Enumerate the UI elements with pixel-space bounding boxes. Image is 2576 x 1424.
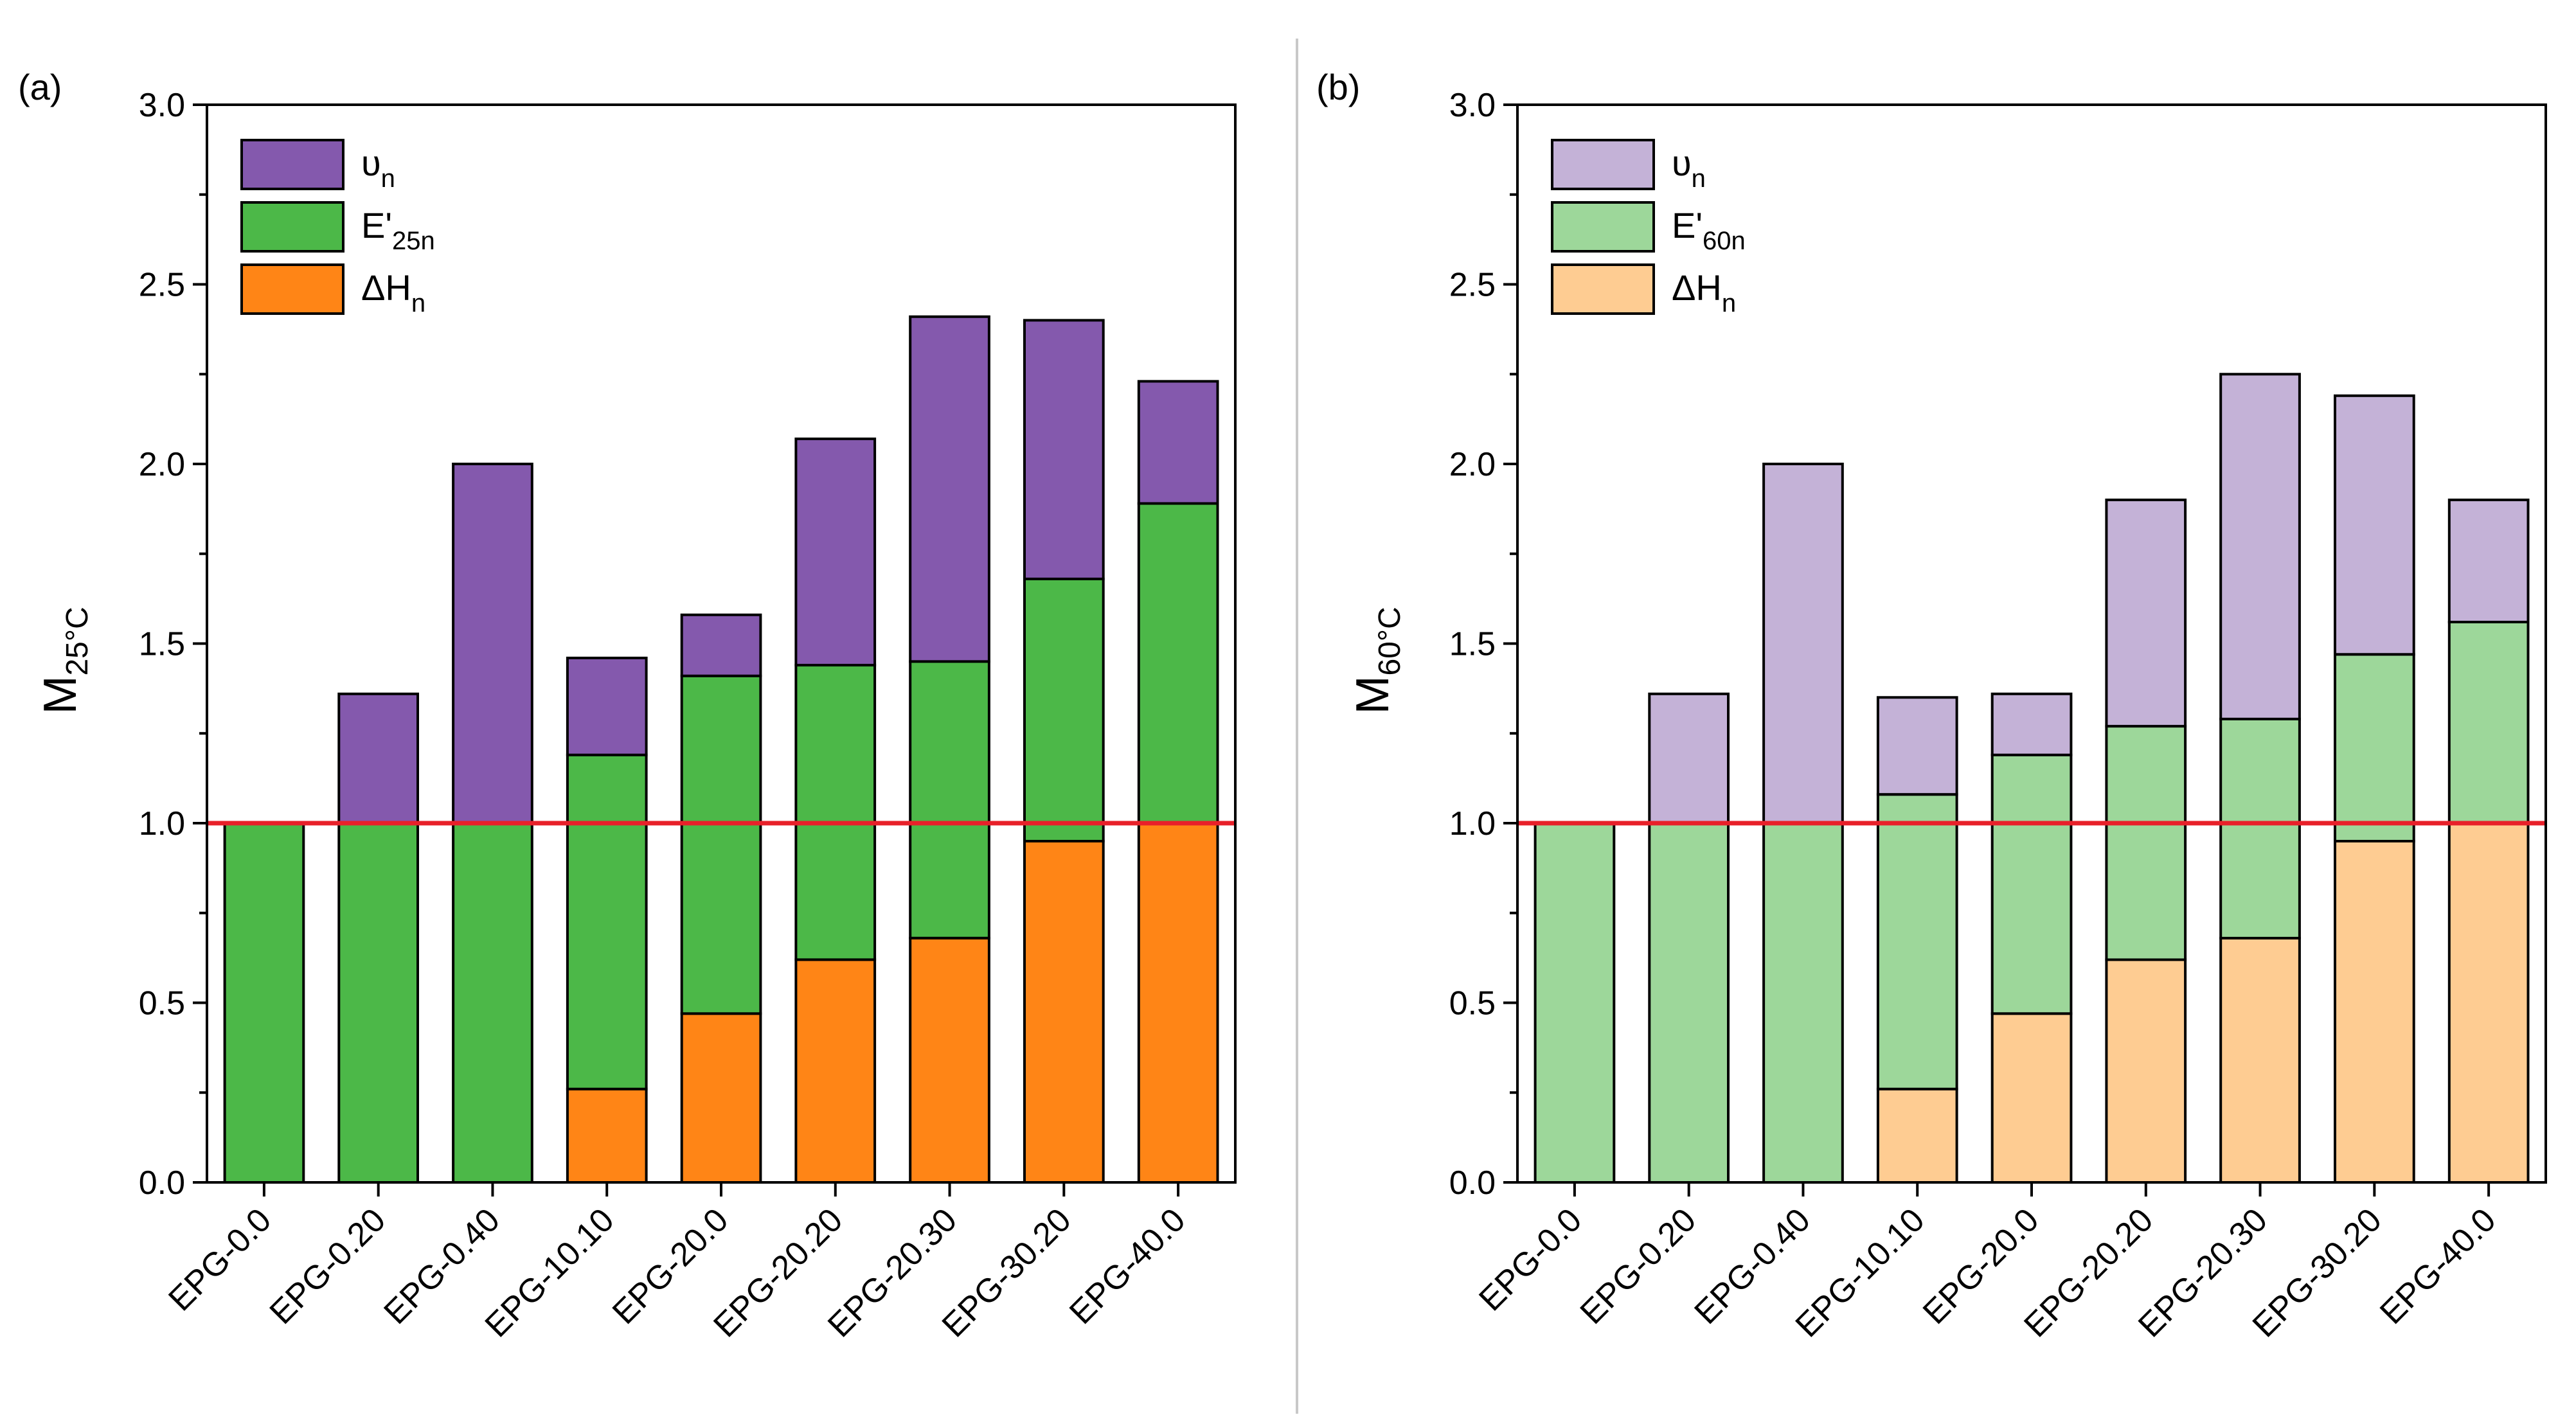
- bar-segment-EPG-20.20-s1: [794, 664, 877, 961]
- bar-segment-EPG-10.10-s0: [1876, 1087, 1958, 1184]
- legend-label: E'25n: [361, 205, 435, 255]
- y-tick-label: 0.0: [139, 1164, 185, 1202]
- y-axis-label: M25°C: [35, 607, 94, 714]
- legend-label-sub: n: [1692, 165, 1706, 193]
- y-tick-label: 2.0: [139, 446, 185, 483]
- bar-segment-EPG-40.0-s2: [2447, 498, 2530, 624]
- bar-segment-EPG-30.20-s2: [2334, 394, 2415, 656]
- y-axis-label-sub: 25°C: [60, 607, 94, 675]
- legend-swatch: [240, 201, 344, 253]
- bar-segment-EPG-20.0-s1: [1990, 753, 2073, 1015]
- legend-label-sub: 25n: [392, 227, 435, 255]
- legend-label: E'60n: [1672, 205, 1746, 255]
- y-tick-label: 2.5: [1449, 267, 1496, 304]
- legend-label: υn: [361, 143, 395, 193]
- y-tick-label: 1.5: [1449, 626, 1496, 663]
- y-axis: 0.0 0.5 1.0 1.5 2.0 2.5 3.0: [139, 87, 207, 1202]
- legend-swatch: [240, 263, 344, 315]
- y-tick-label: 1.0: [139, 805, 185, 842]
- panel-label: (b): [1316, 67, 1360, 107]
- legend-label-main: ΔH: [1672, 267, 1722, 308]
- bar-segment-EPG-0.40-s2: [1762, 463, 1844, 824]
- legend-label-sub: n: [411, 289, 425, 317]
- bar-segment-EPG-0.20-s2: [337, 692, 419, 825]
- legend-swatch: [1551, 139, 1655, 190]
- bar-segment-EPG-20.0-s2: [680, 613, 762, 677]
- panel-label: (a): [18, 67, 62, 107]
- y-tick-label: 1.5: [139, 626, 185, 663]
- y-axis-label-main: M: [35, 676, 86, 715]
- legend-label-sub: n: [381, 165, 395, 193]
- bar-segment-EPG-20.0-s2: [1990, 692, 2073, 756]
- bar-segment-EPG-40.0-s0: [2447, 822, 2530, 1184]
- y-tick-label: 2.0: [1449, 446, 1496, 483]
- bar-segment-EPG-40.0-s1: [2447, 621, 2530, 824]
- bar-segment-EPG-30.20-s0: [1023, 840, 1105, 1184]
- legend-label-main: ΔH: [361, 267, 411, 308]
- legend-label-sub: n: [1722, 289, 1736, 317]
- bar-segment-EPG-10.10-s2: [1876, 696, 1958, 796]
- legend-label: ΔHn: [1672, 267, 1736, 317]
- y-axis-label-sub: 60°C: [1373, 607, 1407, 675]
- bar-segment-EPG-0.20-s2: [1648, 692, 1730, 825]
- bar-segment-EPG-20.20-s2: [2105, 498, 2187, 728]
- bar-segment-EPG-10.10-s0: [566, 1087, 648, 1184]
- y-tick-label: 0.5: [1449, 985, 1496, 1022]
- legend-swatch: [1551, 263, 1655, 315]
- bar-segment-EPG-20.30-s1: [2219, 717, 2301, 939]
- bar-segment-EPG-0.20-s1: [337, 822, 419, 1184]
- bar-segment-EPG-30.20-s2: [1023, 319, 1105, 580]
- panel-b: 0.00.51.01.52.02.53.0EPG-0.0EPG-0.20EPG-…: [1316, 67, 2547, 1344]
- bar-segment-EPG-20.30-s2: [2219, 373, 2301, 720]
- bar-segment-EPG-20.30-s2: [909, 315, 990, 663]
- y-axis: 0.0 0.5 1.0 1.5 2.0 2.5 3.0: [1449, 87, 1517, 1202]
- bar-segment-EPG-0.0-s1: [223, 822, 305, 1184]
- bar-segment-EPG-40.0-s1: [1137, 502, 1219, 824]
- legend-label-main: E': [361, 205, 392, 245]
- y-axis-label: M60°C: [1347, 607, 1407, 714]
- y-tick-label: 1.0: [1449, 805, 1496, 842]
- bar-segment-EPG-20.30-s1: [909, 660, 990, 939]
- y-tick-label: 0.0: [1449, 1164, 1496, 1202]
- bar-segment-EPG-20.0-s0: [680, 1012, 762, 1184]
- bar-segment-EPG-0.0-s1: [1534, 822, 1616, 1184]
- bar-segment-EPG-20.20-s0: [794, 958, 877, 1184]
- legend-label-main: E': [1672, 205, 1703, 245]
- bar-segment-EPG-0.40-s1: [1762, 822, 1844, 1184]
- bar-segment-EPG-0.40-s2: [452, 463, 533, 824]
- bar-segment-EPG-20.20-s1: [2105, 725, 2187, 961]
- y-tick-label: 2.5: [139, 267, 185, 304]
- bars: [1534, 373, 2530, 1184]
- bar-segment-EPG-10.10-s1: [1876, 793, 1958, 1090]
- bar-segment-EPG-0.40-s1: [452, 822, 533, 1184]
- bar-segment-EPG-30.20-s0: [2334, 840, 2415, 1184]
- y-tick-label: 3.0: [139, 87, 185, 124]
- legend-swatch: [1551, 201, 1655, 253]
- y-tick-label: 3.0: [1449, 87, 1496, 124]
- bar-segment-EPG-20.0-s1: [680, 674, 762, 1015]
- legend-swatch: [240, 139, 344, 190]
- bar-segment-EPG-40.0-s0: [1137, 822, 1219, 1184]
- y-tick-label: 0.5: [139, 985, 185, 1022]
- y-axis-label-main: M: [1347, 676, 1399, 715]
- legend-label: ΔHn: [361, 267, 425, 317]
- bar-segment-EPG-10.10-s1: [566, 753, 648, 1090]
- bar-segment-EPG-20.20-s0: [2105, 958, 2187, 1184]
- bar-segment-EPG-20.30-s0: [909, 936, 990, 1184]
- bar-segment-EPG-40.0-s2: [1137, 380, 1219, 505]
- legend-label: υn: [1672, 143, 1706, 193]
- bar-segment-EPG-30.20-s1: [2334, 653, 2415, 842]
- bar-segment-EPG-30.20-s1: [1023, 577, 1105, 843]
- bar-segment-EPG-0.20-s1: [1648, 822, 1730, 1184]
- legend-label-main: υ: [1672, 143, 1692, 183]
- legend-label-main: υ: [361, 143, 381, 183]
- bar-segment-EPG-20.30-s0: [2219, 936, 2301, 1184]
- bar-segment-EPG-10.10-s2: [566, 656, 648, 756]
- legend-label-sub: 60n: [1703, 227, 1746, 255]
- bar-segment-EPG-20.20-s2: [794, 437, 877, 667]
- bar-segment-EPG-20.0-s0: [1990, 1012, 2073, 1184]
